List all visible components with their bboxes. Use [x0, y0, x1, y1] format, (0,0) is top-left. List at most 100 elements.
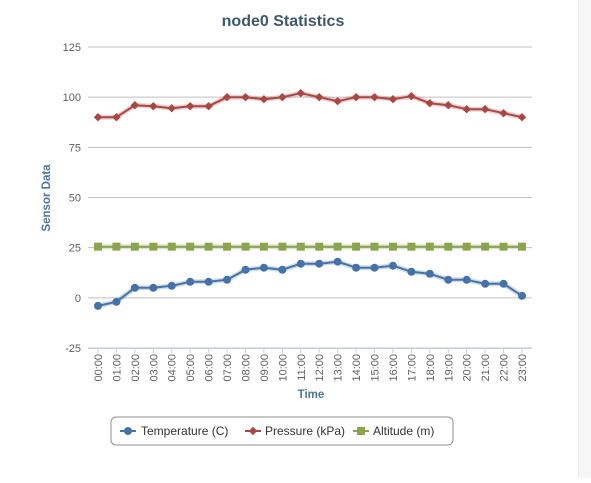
x-tick-label: 22:00: [499, 354, 511, 382]
temperature-series: [94, 257, 526, 310]
pressure-point: [333, 96, 342, 106]
chart-title: node0 Statistics: [222, 13, 345, 30]
x-tick-label: 06:00: [204, 354, 216, 382]
legend-marker: [124, 427, 132, 435]
grid-lines: [88, 46, 532, 349]
x-tick-label: 13:00: [333, 354, 345, 382]
scrollbar-track[interactable]: [578, 0, 591, 478]
legend-label: Altitude (m): [373, 424, 434, 438]
x-tick-label: 08:00: [240, 354, 252, 382]
pressure-point: [480, 105, 490, 114]
pressure-point: [259, 94, 269, 104]
x-tick-label: 04:00: [167, 354, 179, 382]
pressure-point: [425, 98, 435, 108]
x-tick-label: 18:00: [425, 354, 437, 382]
altitude-point: [407, 242, 416, 251]
pressure-point: [204, 101, 213, 111]
x-tick-label: 23:00: [517, 354, 529, 382]
altitude-series: [94, 242, 526, 251]
temperature-line: [97, 260, 523, 307]
legend-box: [110, 416, 454, 446]
temperature-point: [444, 275, 453, 284]
temperature-point: [259, 263, 268, 272]
temperature-point: [167, 281, 176, 290]
x-tick-label: 14:00: [351, 354, 363, 382]
legend-label: Pressure (kPa): [265, 424, 345, 438]
y-tick-label: 0: [75, 293, 81, 305]
x-tick-label: 17:00: [406, 354, 418, 382]
temperature-point: [388, 261, 397, 270]
pressure-point: [112, 113, 121, 122]
x-tick-label: 01:00: [111, 354, 123, 382]
pressure-point: [407, 91, 416, 101]
temperature-line-shadow: [97, 259, 524, 309]
pressure-point: [315, 92, 324, 102]
y-tick-label: 125: [63, 42, 81, 54]
legend-marker: [357, 427, 365, 435]
x-tick-label: 11:00: [296, 354, 308, 381]
temperature-point: [296, 259, 305, 268]
altitude-point: [425, 242, 434, 251]
altitude-point: [112, 242, 121, 251]
altitude-point: [259, 242, 268, 251]
x-tick-label: 15:00: [370, 354, 382, 382]
y-axis-ticks: 125 100 75 50 25 0 -25: [63, 42, 81, 355]
x-tick-label: 10:00: [277, 354, 289, 382]
legend: Temperature (C) Pressure (kPa) Altitude (m…: [110, 416, 454, 446]
y-tick-label: 50: [69, 193, 81, 205]
pressure-point: [351, 92, 361, 102]
pressure-point: [93, 113, 103, 122]
x-tick-label: 21:00: [480, 354, 492, 382]
altitude-point: [388, 242, 397, 251]
altitude-point: [167, 242, 176, 251]
pressure-point: [167, 104, 176, 113]
altitude-point: [296, 242, 305, 251]
altitude-point: [186, 242, 195, 251]
temperature-point: [425, 269, 434, 278]
pressure-point: [185, 101, 195, 111]
legend-marker: [248, 426, 258, 436]
y-tick-label: 75: [69, 142, 81, 154]
temperature-point: [130, 283, 139, 292]
x-tick-label: 02:00: [130, 354, 142, 382]
temperature-point: [149, 283, 158, 292]
temperature-point: [112, 297, 121, 306]
temperature-point: [407, 267, 416, 276]
altitude-point: [204, 242, 213, 251]
x-tick-label: 09:00: [259, 354, 271, 382]
legend-item-altitude: Altitude (m): [353, 424, 434, 438]
temperature-point: [481, 279, 490, 288]
altitude-point: [518, 242, 526, 251]
pressure-point: [222, 92, 232, 102]
x-tick-label: 16:00: [388, 354, 400, 382]
temperature-point: [241, 265, 250, 274]
x-tick-label: 07:00: [222, 354, 234, 382]
altitude-point: [315, 242, 324, 251]
temperature-point: [518, 291, 526, 300]
pressure-point: [149, 101, 158, 111]
temperature-point: [223, 275, 232, 284]
altitude-point: [370, 242, 379, 251]
pressure-point: [278, 92, 287, 102]
x-tick-label: 00:00: [93, 354, 105, 382]
altitude-point: [499, 242, 508, 251]
altitude-point: [462, 242, 471, 251]
altitude-point: [333, 242, 342, 251]
temperature-point: [333, 257, 342, 266]
altitude-point: [444, 242, 453, 251]
temperature-point: [499, 279, 508, 288]
pressure-point: [296, 88, 305, 98]
y-axis-title: Sensor Data: [41, 164, 53, 232]
altitude-point: [278, 242, 287, 251]
temperature-point: [352, 263, 361, 272]
altitude-point: [223, 242, 232, 251]
temperature-point: [315, 259, 324, 268]
temperature-point: [94, 301, 102, 310]
temperature-point: [186, 277, 195, 286]
temperature-point: [370, 263, 379, 272]
series-layer: [93, 88, 527, 310]
x-tick-label: 19:00: [443, 354, 455, 382]
temperature-point: [204, 277, 213, 286]
x-axis-title: Time: [298, 389, 325, 401]
